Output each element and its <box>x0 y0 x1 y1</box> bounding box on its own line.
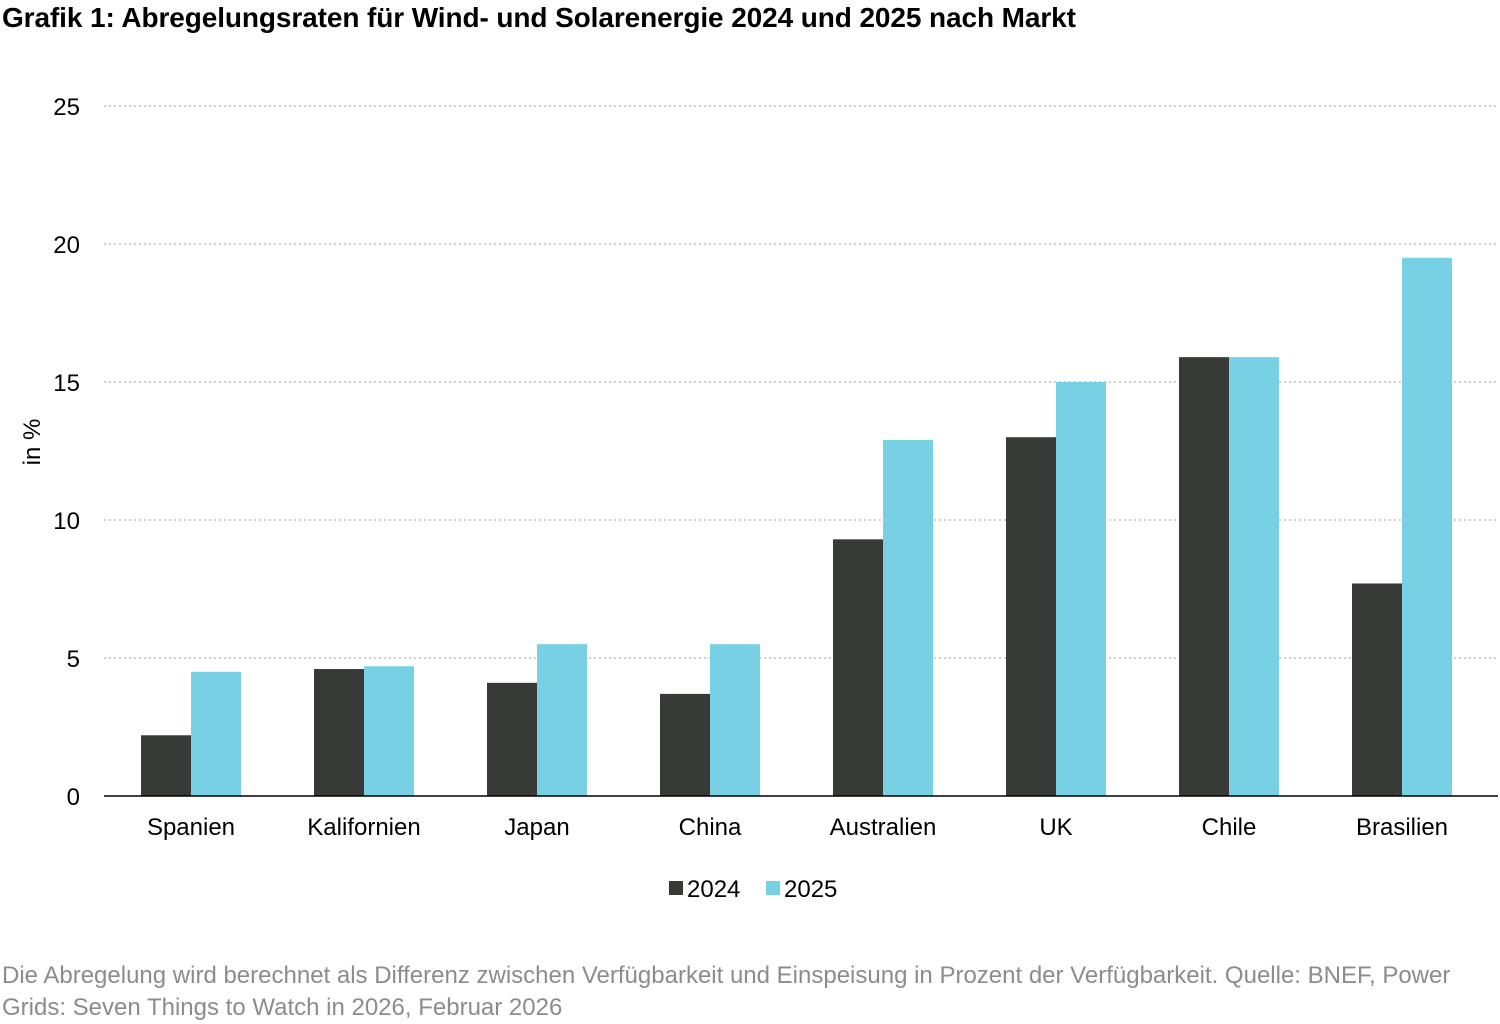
x-tick-label: Chile <box>1202 814 1257 841</box>
legend-label-2024: 2024 <box>687 876 740 903</box>
bar-2024-uk <box>1006 437 1056 796</box>
legend-label-2025: 2025 <box>784 876 837 903</box>
bar-2025-japan <box>537 644 587 796</box>
y-tick-label: 10 <box>53 508 80 535</box>
bar-2025-australien <box>883 439 933 796</box>
y-tick-label: 15 <box>53 370 80 397</box>
legend-swatch-2025 <box>766 881 780 895</box>
y-tick-label: 5 <box>67 646 80 673</box>
gridlines <box>104 105 1498 659</box>
x-tick-label: China <box>679 814 742 841</box>
x-tick-label: Australien <box>830 814 937 841</box>
bar-2025-kalifornien <box>364 666 414 796</box>
source-note: Die Abregelung wird berechnet als Differ… <box>2 962 1451 1021</box>
bar-2024-kalifornien <box>314 669 364 796</box>
y-tick-label: 0 <box>67 784 80 811</box>
bar-2025-spanien <box>191 671 241 796</box>
bar-2025-chile <box>1229 357 1279 796</box>
chart-title: Grafik 1: Abregelungsraten für Wind- und… <box>2 2 1076 33</box>
bar-2024-brasilien <box>1352 583 1402 796</box>
bar-2025-brasilien <box>1402 257 1452 796</box>
x-tick-label: Kalifornien <box>307 814 420 841</box>
x-tick-labels: Spanien Kalifornien Japan China Australien UK… <box>147 814 1448 841</box>
legend: 2024 2025 <box>669 876 837 903</box>
legend-swatch-2024 <box>669 881 683 895</box>
y-tick-label: 20 <box>53 232 80 259</box>
bar-2024-japan <box>487 682 537 796</box>
y-axis-label: in % <box>19 419 46 466</box>
bar-2024-australien <box>833 539 883 796</box>
x-tick-label: Spanien <box>147 814 235 841</box>
y-tick-label: 25 <box>53 94 80 121</box>
x-tick-label: Brasilien <box>1356 814 1448 841</box>
y-tick-labels: 0 5 10 15 20 25 <box>53 94 80 811</box>
bar-2025-china <box>710 644 760 796</box>
x-tick-label: Japan <box>504 814 569 841</box>
bar-2024-chile <box>1179 357 1229 796</box>
bar-2024-china <box>660 693 710 796</box>
bar-2025-uk <box>1056 382 1106 796</box>
bars <box>141 257 1452 796</box>
x-tick-label: UK <box>1039 814 1072 841</box>
bar-2024-spanien <box>141 735 191 796</box>
